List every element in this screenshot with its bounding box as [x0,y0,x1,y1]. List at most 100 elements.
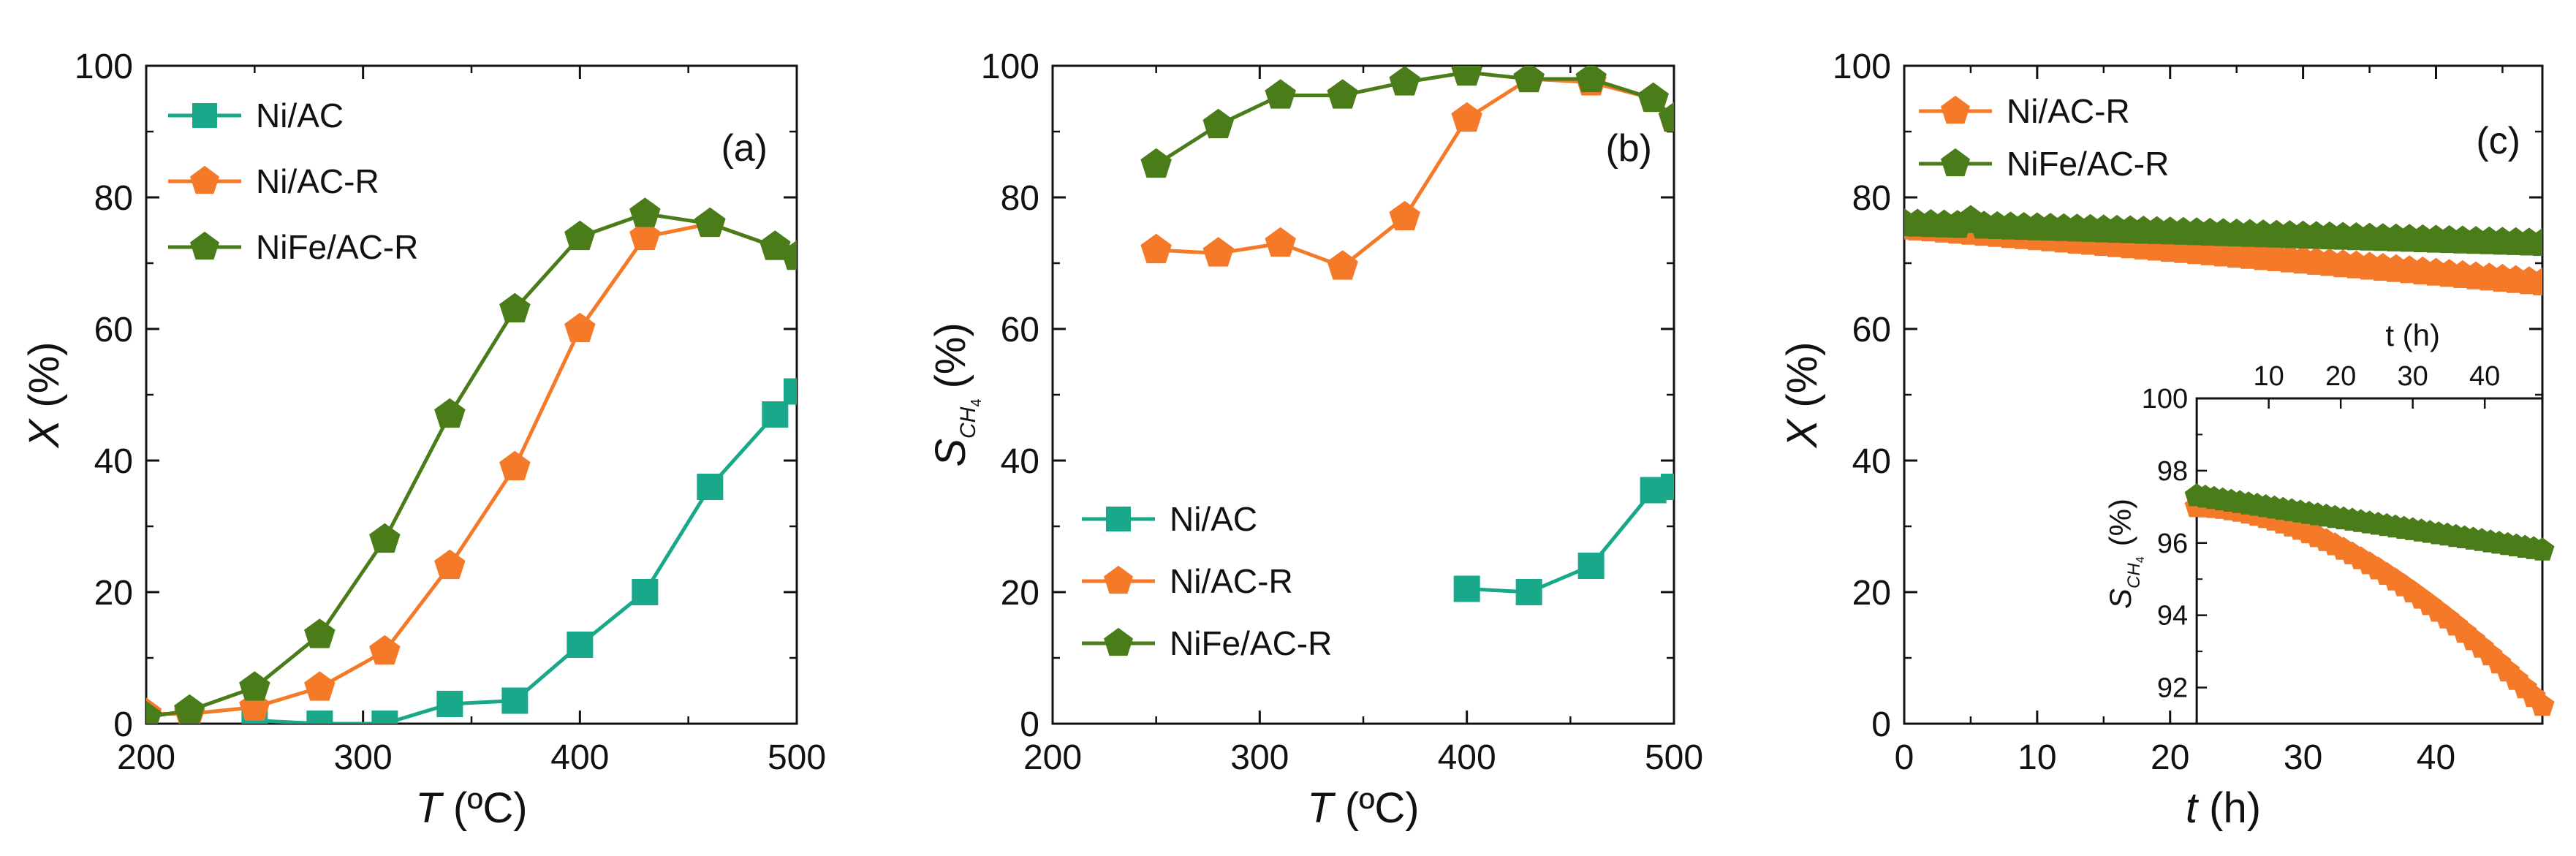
panel-b: 0 20 40 60 80 100 200 300 400 500 Ni/AC Ni/AC-R NiFe… [927,48,1703,832]
y-axis-unit: (%) [2103,499,2137,546]
series-line [146,211,797,719]
legend-label: Ni/AC-R [1170,562,1293,600]
x-axis-label: T (ºC) [1307,784,1419,832]
x-axis-symbol: T [1307,784,1336,832]
y-tick-label: 0 [1020,705,1039,744]
legend-label: Ni/AC-R [2007,92,2130,130]
data-point [369,635,401,665]
series-ni-ac [1453,474,1674,605]
y-axis-label: X (%) [1778,341,1826,449]
x-tick-label: 300 [1230,738,1289,777]
x-tick-label: 400 [550,738,609,777]
x-axis-unit: (ºC) [1333,784,1420,832]
legend-label: Ni/AC [256,96,344,135]
x-axis-symbol: t [2186,784,2200,832]
series-line [1155,70,1674,167]
legend-marker [1941,148,1970,177]
inset-y-tick-label: 94 [2157,601,2188,632]
x-tick-label: 20 [2151,738,2189,777]
y-tick-label: 40 [1852,442,1891,481]
x-axis-unit: (ºC) [442,784,528,832]
legend-marker [1104,627,1133,656]
data-point [174,694,205,724]
x-axis-label: t (h) [2186,784,2261,832]
y-tick-label: 100 [1833,48,1891,86]
x-tick-label: 200 [1023,738,1082,777]
data-point [1515,579,1542,605]
panel-a: 0 20 40 60 80 100 200 300 400 500 Ni/AC Ni/AC-R NiFe… [20,48,826,832]
data-point [632,579,659,605]
y-axis-unit: (%) [1778,341,1826,419]
data-point [1265,227,1296,257]
legend-marker [190,165,219,194]
inset-y-tick-label: 98 [2157,456,2188,487]
legend-marker [1106,507,1131,531]
series-ni-ac-r [146,207,797,724]
y-axis-symbol: X [20,418,68,450]
x-axis-unit: (h) [2197,784,2261,832]
data-point [1140,233,1172,264]
y-tick-label: 0 [113,705,133,744]
x-tick-label: 500 [768,738,826,777]
series-nife-ac-r [146,197,797,724]
data-point [1202,237,1234,267]
y-tick-label: 80 [94,179,133,218]
inset-x-tick-label: 30 [2398,361,2428,392]
inset-x-tick-label: 20 [2325,361,2356,392]
x-tick-label: 300 [334,738,393,777]
data-point [1451,66,1482,86]
legend-label: Ni/AC [1170,500,1257,538]
legend-marker [192,103,217,128]
series-line [254,390,797,724]
data-point [1658,102,1674,132]
y-axis-subscript: CH [956,406,980,439]
series-nife-ac-r [1140,66,1674,178]
data-point [629,197,661,227]
data-point [2528,227,2542,257]
data-point [2528,267,2542,296]
y-tick-label: 20 [1852,574,1891,613]
x-axis-label: T (ºC) [415,784,527,832]
data-point [697,474,724,500]
y-axis-label: X (%) [20,341,68,449]
inset-point [2530,692,2555,716]
data-point [239,671,270,701]
data-point [1327,79,1358,109]
data-point [629,220,661,251]
data-point [499,450,531,481]
inset-y-tick-label: 92 [2157,673,2188,704]
data-point [564,220,596,251]
data-point [567,632,594,658]
legend-marker [1104,565,1133,594]
legend-label: NiFe/AC-R [1170,624,1332,662]
inset-y-tick-label: 96 [2157,529,2188,559]
x-tick-label: 200 [117,738,175,777]
data-point [1389,200,1420,231]
data-point [1389,66,1420,96]
legend-marker [1941,95,1970,124]
y-axis-label: SCH4 (%) [2103,499,2147,609]
data-point [499,292,531,323]
data-point [501,687,529,714]
series-ni-ac-r [1140,66,1674,280]
y-tick-label: 100 [75,48,133,86]
panel-label: (a) [721,127,768,170]
y-axis-subscript-num: 4 [969,399,985,407]
data-point [306,711,333,724]
data-point [564,312,596,343]
series-line [1156,77,1674,269]
data-point [1202,108,1234,139]
y-axis-subscript: CH [2124,563,2144,588]
data-point [369,523,401,553]
inset-x-tick-label: 40 [2469,361,2500,392]
data-point [1453,575,1480,602]
y-tick-label: 100 [981,48,1039,86]
inset-point [2530,537,2555,561]
x-axis-symbol: T [415,784,444,832]
plot-frame [145,64,798,725]
data-point [1637,82,1669,113]
x-tick-label: 40 [2417,738,2455,777]
data-point [1575,66,1607,93]
data-point [434,549,466,580]
